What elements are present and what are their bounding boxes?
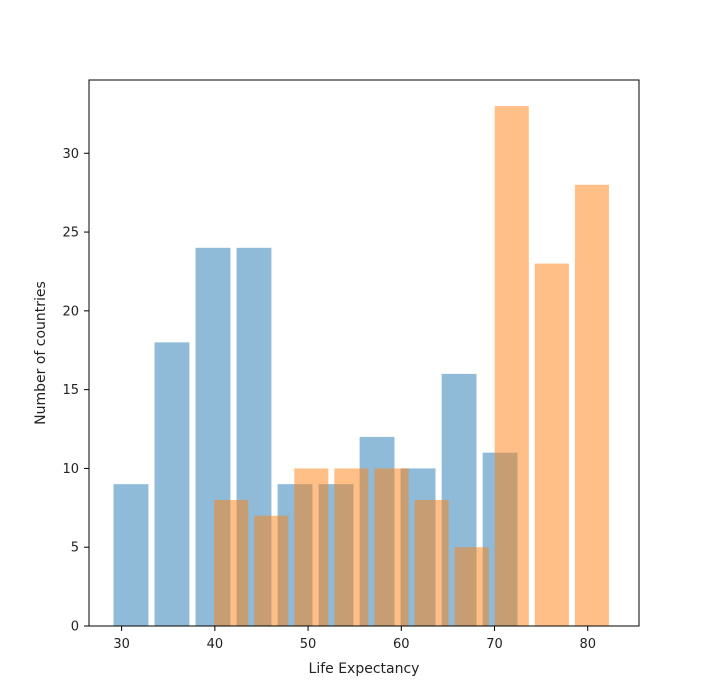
plot-frame — [88, 79, 640, 627]
x-tick-label: 30 — [113, 637, 130, 652]
x-tick-label: 80 — [579, 637, 596, 652]
bars-layer — [113, 106, 609, 626]
x-axis-label: Life Expectancy — [309, 661, 420, 677]
bar — [494, 106, 529, 626]
x-tick-label: 40 — [207, 637, 224, 652]
bar — [294, 468, 329, 626]
bar — [154, 342, 190, 626]
y-tick-label: 10 — [62, 462, 79, 477]
bar — [113, 484, 149, 626]
y-axis: 0 5 10 15 20 25 30 — [62, 147, 89, 635]
bar — [414, 499, 449, 626]
x-tick-label: 60 — [393, 637, 410, 652]
series-2 — [214, 106, 609, 626]
x-tick-label: 50 — [300, 637, 317, 652]
y-tick-label: 5 — [71, 541, 79, 556]
bar — [454, 547, 489, 626]
y-tick-label: 15 — [62, 383, 79, 398]
bar — [374, 468, 409, 626]
bar — [254, 515, 289, 626]
y-tick-label: 30 — [62, 147, 79, 162]
bar — [534, 263, 569, 626]
x-axis: 30 40 50 60 70 80 — [113, 626, 596, 652]
bar — [574, 184, 609, 626]
bar — [334, 468, 369, 626]
y-tick-label: 0 — [71, 620, 79, 635]
bar — [214, 499, 249, 626]
y-tick-label: 20 — [62, 304, 79, 319]
y-tick-label: 25 — [62, 226, 79, 241]
x-tick-label: 70 — [486, 637, 503, 652]
y-axis-label: Number of countries — [33, 281, 49, 425]
